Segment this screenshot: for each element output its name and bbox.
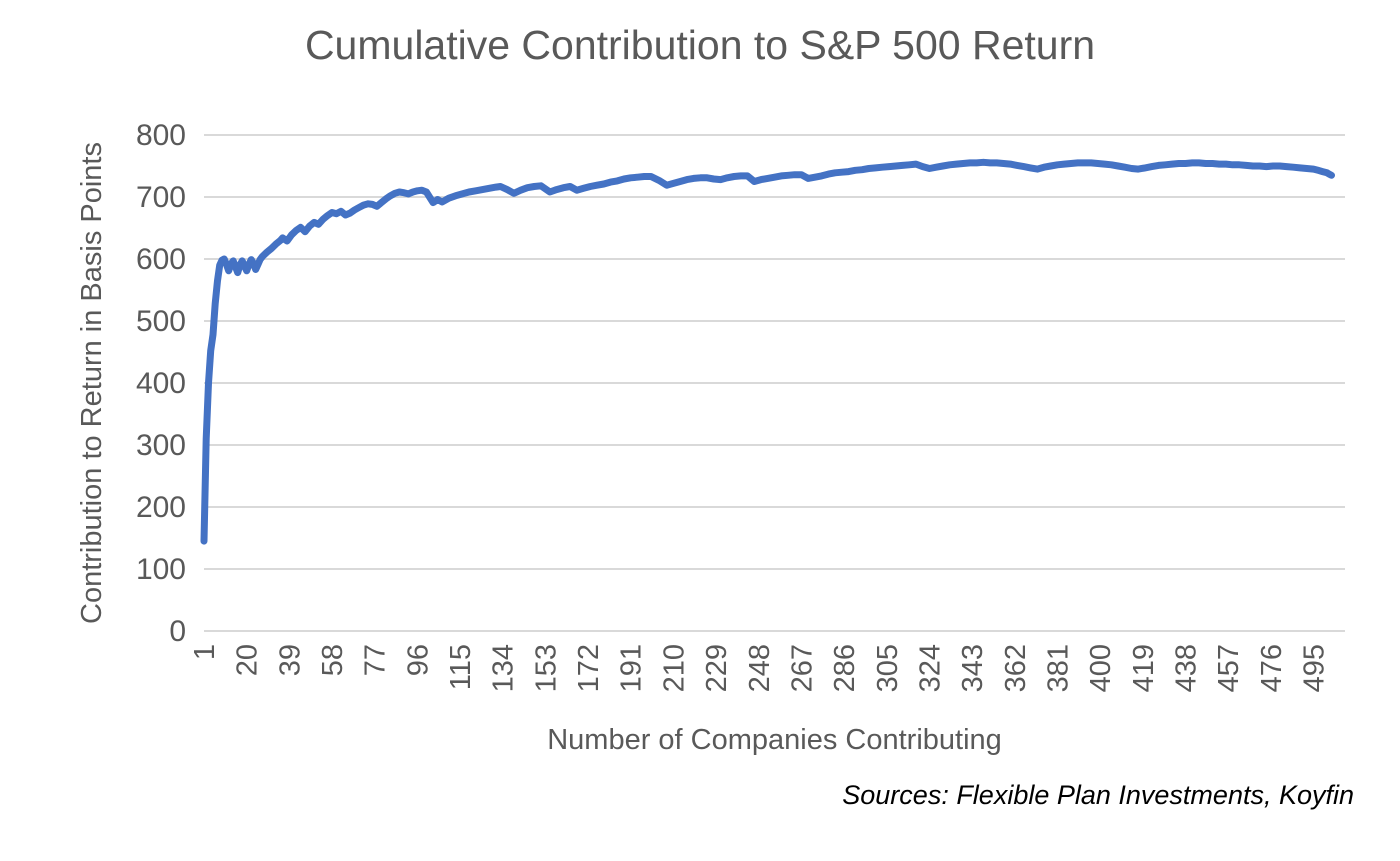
x-tick-label: 267 [786, 644, 818, 692]
x-tick-label: 229 [701, 644, 733, 692]
y-tick-label: 300 [136, 429, 186, 462]
x-tick-label: 77 [360, 644, 392, 676]
x-tick-label: 495 [1299, 644, 1331, 692]
x-tick-label: 1 [189, 644, 221, 660]
y-tick-label: 100 [136, 553, 186, 586]
x-tick-label: 153 [530, 644, 562, 692]
x-tick-label: 400 [1085, 644, 1117, 692]
y-tick-label: 500 [136, 305, 186, 338]
x-tick-label: 115 [445, 644, 477, 690]
y-tick-label: 800 [136, 119, 186, 152]
x-tick-label: 305 [872, 644, 904, 692]
x-tick-label: 362 [1000, 644, 1032, 692]
y-tick-label: 600 [136, 243, 186, 276]
y-tick-label: 0 [169, 615, 186, 648]
x-tick-label: 248 [744, 644, 776, 692]
x-tick-label: 343 [957, 644, 989, 692]
x-tick-label: 419 [1128, 644, 1160, 692]
x-tick-label: 58 [317, 644, 349, 676]
x-tick-label: 134 [488, 644, 520, 692]
x-axis-title: Number of Companies Contributing [547, 724, 1002, 756]
source-note: Sources: Flexible Plan Investments, Koyf… [842, 780, 1354, 810]
x-tick-label: 96 [402, 644, 434, 676]
chart-title: Cumulative Contribution to S&P 500 Retur… [304, 22, 1096, 68]
y-tick-label: 200 [136, 491, 186, 524]
x-tick-label: 172 [573, 644, 605, 692]
x-tick-label: 191 [616, 644, 648, 692]
series-line [200, 158, 1335, 545]
x-tick-label: 210 [658, 644, 690, 692]
x-tick-label: 438 [1171, 644, 1203, 692]
x-tick-label: 324 [914, 644, 946, 692]
x-tick-label: 457 [1213, 644, 1245, 692]
x-tick-label: 286 [829, 644, 861, 692]
x-tick-label: 476 [1256, 644, 1288, 692]
x-tick-label: 39 [274, 644, 306, 676]
x-tick-label: 20 [232, 644, 264, 676]
y-tick-label: 700 [136, 181, 186, 214]
x-tick-label: 381 [1042, 644, 1074, 692]
y-tick-label: 400 [136, 367, 186, 400]
